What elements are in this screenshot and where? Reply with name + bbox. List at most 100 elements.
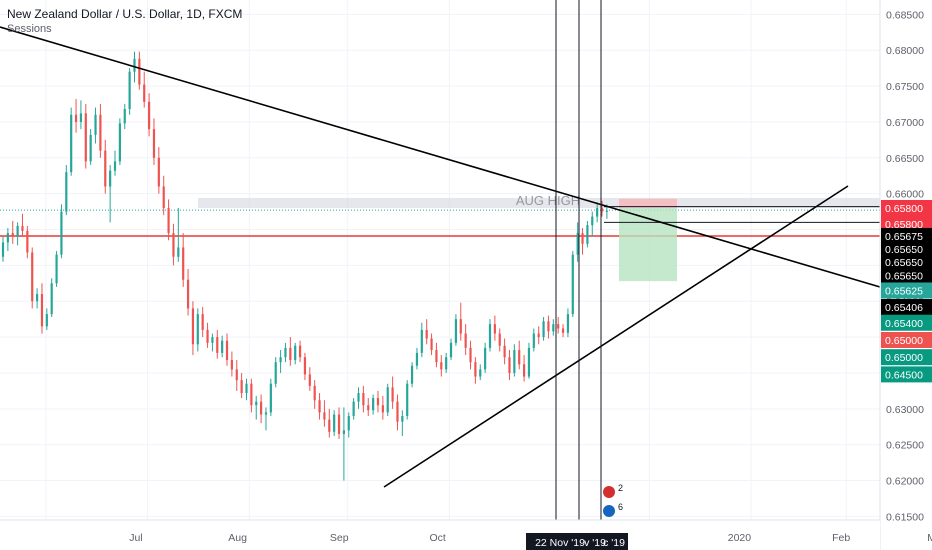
candle-body bbox=[152, 129, 156, 158]
price-tag-bg bbox=[881, 298, 932, 315]
candle-body bbox=[216, 337, 219, 353]
price-tag-bg bbox=[881, 267, 932, 284]
indicator-label[interactable]: Sessions bbox=[7, 23, 52, 35]
price-tag-bg bbox=[881, 282, 932, 299]
price-tick-label: 0.68000 bbox=[886, 45, 924, 57]
symbol-title[interactable]: New Zealand Dollar / U.S. Dollar, 1D, FX… bbox=[7, 7, 243, 21]
event-count-top: 2 bbox=[618, 483, 623, 493]
candle-body bbox=[357, 393, 360, 402]
price-tag: 0.65800 bbox=[881, 200, 932, 216]
price-tag-bg bbox=[881, 331, 932, 348]
price-tick-label: 0.63000 bbox=[886, 404, 924, 416]
candle-body bbox=[410, 365, 414, 384]
candle-body bbox=[264, 412, 268, 415]
candle-body bbox=[109, 170, 112, 187]
price-tag-text: 0.64500 bbox=[885, 369, 923, 381]
candle-body bbox=[167, 208, 170, 234]
candle-body bbox=[21, 225, 24, 231]
candle-body bbox=[566, 314, 570, 333]
candle-body bbox=[74, 114, 78, 122]
candle-body bbox=[561, 328, 565, 333]
aug-high-zone bbox=[198, 197, 880, 208]
candle-body bbox=[396, 401, 399, 422]
candle-body bbox=[284, 347, 287, 358]
price-tag: 0.65650 bbox=[881, 253, 932, 270]
chart-drawings: 26 bbox=[0, 0, 881, 532]
candle-body bbox=[11, 233, 14, 237]
flag-us-icon bbox=[603, 505, 615, 517]
price-tag-text: 0.65650 bbox=[885, 244, 923, 256]
candle-body bbox=[279, 357, 282, 363]
candle-body bbox=[245, 383, 248, 394]
candle-body bbox=[303, 357, 307, 375]
candle-body bbox=[440, 362, 443, 370]
price-tag-text: 0.65000 bbox=[885, 335, 923, 347]
time-tick-label: Aug bbox=[228, 532, 247, 544]
candle-body bbox=[591, 216, 594, 226]
time-axis-bg bbox=[0, 520, 880, 550]
flag-nz-icon bbox=[603, 486, 615, 498]
candle-body bbox=[191, 308, 195, 345]
candle-body bbox=[31, 252, 34, 302]
candle-body bbox=[84, 113, 87, 162]
ascending-trendline bbox=[383, 185, 849, 488]
candle-body bbox=[133, 58, 136, 72]
price-tag: 0.65675 bbox=[881, 227, 932, 244]
candle-body bbox=[323, 412, 326, 420]
price-tick-label: 0.66000 bbox=[886, 189, 924, 201]
candle-body bbox=[445, 357, 448, 370]
candle-body bbox=[1, 242, 5, 257]
candle-body bbox=[605, 210, 608, 212]
candle-body bbox=[113, 161, 117, 171]
candle-body bbox=[26, 230, 29, 253]
candle-body bbox=[342, 430, 345, 434]
candle-body bbox=[600, 208, 604, 212]
candle-body bbox=[352, 401, 355, 416]
candle-body bbox=[381, 405, 384, 413]
candle-body bbox=[260, 401, 263, 415]
candle-body bbox=[201, 314, 204, 330]
candle-body bbox=[89, 134, 92, 162]
candle-body bbox=[172, 233, 175, 257]
candle-body bbox=[557, 324, 560, 329]
price-tag: 0.65000 bbox=[881, 331, 932, 348]
candle-body bbox=[313, 385, 316, 401]
candle-body bbox=[123, 109, 126, 124]
price-tag: 0.65800 bbox=[881, 215, 932, 232]
candle-body bbox=[449, 342, 453, 358]
economic-events: 26 bbox=[603, 483, 623, 517]
candle-body bbox=[289, 347, 292, 361]
candle-body bbox=[240, 380, 243, 394]
candle-body bbox=[532, 333, 535, 348]
candle-body bbox=[391, 387, 394, 402]
candle-body bbox=[35, 294, 39, 302]
candle-body bbox=[308, 374, 311, 386]
candle-body bbox=[186, 279, 190, 309]
candle-body bbox=[547, 321, 550, 332]
candle-body bbox=[16, 225, 19, 237]
candle-body bbox=[65, 172, 68, 212]
candle-body bbox=[269, 383, 272, 413]
price-tag-text: 0.65800 bbox=[885, 219, 923, 231]
candle-body bbox=[571, 254, 574, 315]
candle-body bbox=[367, 405, 370, 411]
descending-trendline bbox=[0, 26, 881, 288]
candle-body bbox=[474, 362, 477, 377]
price-tick-label: 0.61500 bbox=[886, 511, 924, 523]
candle-body bbox=[206, 329, 209, 343]
aug-high-label: AUG HIGH bbox=[516, 193, 580, 208]
candle-body bbox=[425, 329, 428, 339]
candle-body bbox=[503, 345, 506, 358]
price-tag-text: 0.65650 bbox=[885, 257, 923, 269]
candle-body bbox=[157, 157, 160, 187]
candle-body bbox=[552, 324, 555, 332]
event-count-bottom: 6 bbox=[618, 502, 623, 512]
candle-body bbox=[235, 369, 238, 381]
price-tag: 0.64500 bbox=[881, 366, 932, 383]
price-tick-label: 0.68500 bbox=[886, 9, 924, 21]
candle-body bbox=[138, 58, 141, 85]
candle-body bbox=[376, 398, 380, 406]
price-tag: 0.65400 bbox=[881, 314, 932, 331]
